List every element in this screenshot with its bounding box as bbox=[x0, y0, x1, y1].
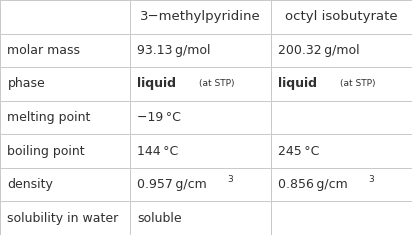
Text: 3−methylpyridine: 3−methylpyridine bbox=[140, 10, 261, 23]
Text: (at STP): (at STP) bbox=[199, 79, 234, 88]
Text: octyl isobutyrate: octyl isobutyrate bbox=[285, 10, 398, 23]
Text: (at STP): (at STP) bbox=[340, 79, 375, 88]
Text: 3: 3 bbox=[368, 175, 374, 184]
Text: melting point: melting point bbox=[7, 111, 91, 124]
Text: boiling point: boiling point bbox=[7, 145, 85, 158]
Text: 144 °C: 144 °C bbox=[137, 145, 178, 158]
Text: 245 °C: 245 °C bbox=[278, 145, 319, 158]
Text: solubility in water: solubility in water bbox=[7, 212, 119, 225]
Text: −19 °C: −19 °C bbox=[137, 111, 181, 124]
Text: liquid: liquid bbox=[278, 77, 326, 90]
Text: 0.856 g/cm: 0.856 g/cm bbox=[278, 178, 348, 191]
Text: soluble: soluble bbox=[137, 212, 182, 225]
Text: 93.13 g/mol: 93.13 g/mol bbox=[137, 44, 211, 57]
Text: 200.32 g/mol: 200.32 g/mol bbox=[278, 44, 360, 57]
Text: molar mass: molar mass bbox=[7, 44, 80, 57]
Text: 3: 3 bbox=[227, 175, 233, 184]
Text: 0.957 g/cm: 0.957 g/cm bbox=[137, 178, 207, 191]
Text: phase: phase bbox=[7, 77, 45, 90]
Text: liquid: liquid bbox=[137, 77, 185, 90]
Text: density: density bbox=[7, 178, 53, 191]
